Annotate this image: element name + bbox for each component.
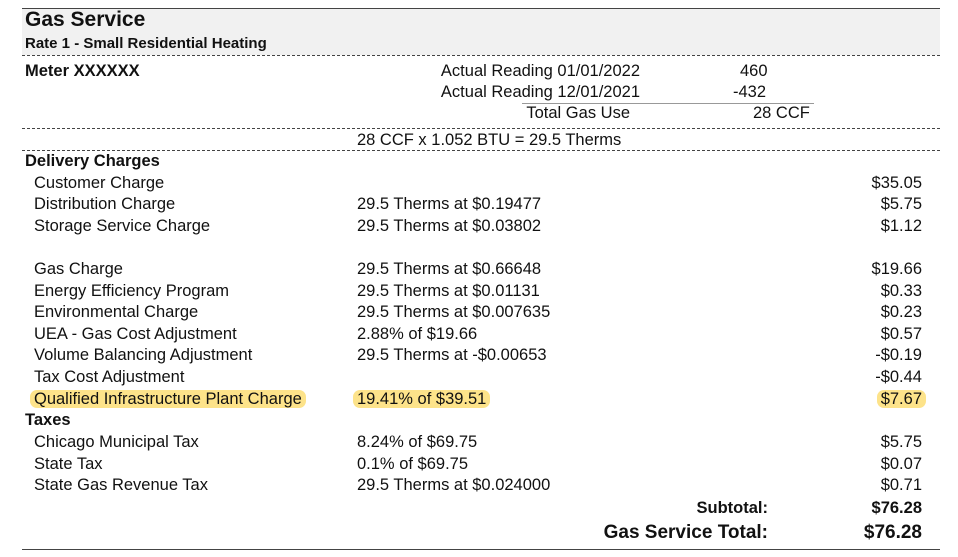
charge-name: Distribution Charge: [34, 195, 176, 213]
charge-amount: $1.12: [880, 217, 922, 235]
charge-amount: $0.33: [880, 282, 922, 300]
charge-amount: $0.23: [880, 303, 922, 321]
charge-amount: $35.05: [871, 174, 922, 192]
subtotal-value: $76.28: [871, 499, 922, 517]
tax-amount: $5.75: [880, 433, 922, 451]
title-band: [22, 9, 940, 55]
charge-name: Storage Service Charge: [34, 217, 211, 235]
charge-name: Gas Charge: [34, 260, 123, 278]
meter-label: Meter XXXXXX: [25, 62, 140, 80]
charge-name: Environmental Charge: [34, 303, 199, 321]
section-title: Gas Service: [25, 8, 146, 31]
rate-name: Rate 1 - Small Residential Heating: [25, 35, 267, 52]
reading-value: 460: [740, 62, 768, 80]
divider-dashed: [22, 150, 940, 151]
qip-charge-detail: 19.41% of $39.51: [353, 390, 491, 408]
charge-detail: 29.5 Therms at $0.19477: [357, 195, 542, 213]
gas-service-statement: Gas Service Rate 1 - Small Residential H…: [22, 0, 940, 557]
charge-amount: $19.66: [871, 260, 922, 278]
tax-detail: 0.1% of $69.75: [357, 455, 469, 473]
total-gas-use-label: Total Gas Use: [526, 104, 630, 122]
bottom-rule: [22, 549, 940, 550]
charge-detail: 29.5 Therms at -$0.00653: [357, 346, 547, 364]
reading-label: Actual Reading 12/01/2021: [440, 83, 640, 101]
charge-detail: 29.5 Therms at $0.66648: [357, 260, 542, 278]
charge-amount: -$0.19: [875, 346, 922, 364]
tax-amount: $0.71: [880, 476, 922, 494]
subtotal-label: Subtotal:: [696, 499, 769, 517]
reading-value: -432: [733, 83, 767, 101]
tax-detail: 8.24% of $69.75: [357, 433, 478, 451]
charge-detail: 29.5 Therms at $0.007635: [357, 303, 551, 321]
charge-amount: -$0.44: [875, 368, 922, 386]
charge-name: Volume Balancing Adjustment: [34, 346, 253, 364]
total-gas-use-value: 28 CCF: [753, 104, 810, 122]
tax-amount: $0.07: [880, 455, 922, 473]
highlighted-charge-detail: 19.41% of $39.51: [353, 389, 491, 410]
taxes-heading: Taxes: [25, 411, 71, 429]
gas-service-total-label: Gas Service Total:: [603, 522, 768, 543]
charge-name: Tax Cost Adjustment: [34, 368, 185, 386]
therms-conversion: 28 CCF x 1.052 BTU = 29.5 Therms: [357, 131, 622, 149]
tax-name: State Tax: [34, 455, 103, 473]
highlighted-charge-name: Qualified Infrastructure Plant Charge: [30, 389, 306, 410]
divider-dashed: [22, 128, 940, 129]
charge-name: Energy Efficiency Program: [34, 282, 230, 300]
qip-charge-amount: $7.67: [876, 390, 926, 408]
charge-detail: 29.5 Therms at $0.01131: [357, 282, 540, 300]
gas-service-total-value: $76.28: [863, 522, 922, 543]
charge-name: UEA - Gas Cost Adjustment: [34, 325, 237, 343]
reading-label: Actual Reading 01/01/2022: [440, 62, 640, 80]
charge-detail: 29.5 Therms at $0.03802: [357, 217, 542, 235]
tax-name: State Gas Revenue Tax: [34, 476, 208, 494]
total-use-rule: [522, 103, 814, 104]
tax-detail: 29.5 Therms at $0.024000: [357, 476, 551, 494]
qip-charge-name: Qualified Infrastructure Plant Charge: [30, 390, 306, 408]
delivery-heading: Delivery Charges: [25, 152, 160, 170]
charge-name: Customer Charge: [34, 174, 165, 192]
charge-amount: $0.57: [880, 325, 922, 343]
charge-detail: 2.88% of $19.66: [357, 325, 478, 343]
charge-amount: $5.75: [880, 195, 922, 213]
highlighted-charge-amount: $7.67: [722, 389, 926, 410]
divider-dashed: [22, 55, 940, 56]
top-rule: [22, 8, 940, 9]
tax-name: Chicago Municipal Tax: [34, 433, 199, 451]
